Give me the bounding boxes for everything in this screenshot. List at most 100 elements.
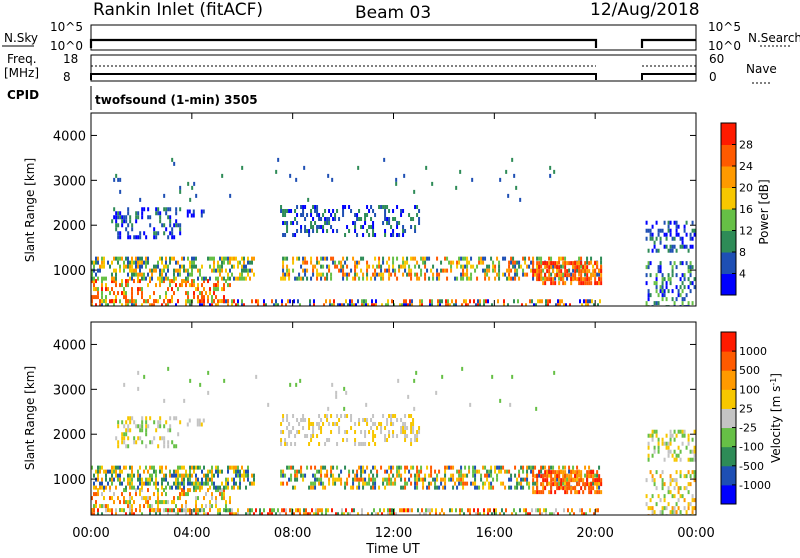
power-echo-cell xyxy=(436,268,439,273)
power-echo-cell xyxy=(165,295,167,300)
power-echo-cell xyxy=(181,283,183,288)
velocity-echo-cell xyxy=(406,481,409,486)
power-echo-cell xyxy=(492,268,495,273)
power-echo-cell xyxy=(349,299,351,304)
velocity-echo-cell xyxy=(502,465,505,470)
power-echo-cell xyxy=(169,279,171,284)
power-echo-cell xyxy=(299,303,301,306)
power-echo-cell xyxy=(558,273,561,278)
power-echo-cell xyxy=(552,269,555,274)
power-echo-cell xyxy=(229,276,231,281)
velocity-echo-cell xyxy=(343,386,346,391)
power-echo-cell xyxy=(309,303,311,306)
velocity-echo-cell xyxy=(558,474,561,479)
velocity-echo-cell xyxy=(135,424,138,429)
velocity-echo-cell xyxy=(657,445,660,450)
velocity-echo-cell xyxy=(444,473,447,478)
power-echo-cell xyxy=(213,291,215,296)
power-echo-cell xyxy=(675,224,678,229)
velocity-echo-cell xyxy=(495,512,497,515)
power-echo-cell xyxy=(185,303,187,306)
velocity-echo-cell xyxy=(520,465,523,470)
power-echo-cell xyxy=(645,273,648,278)
velocity-echo-cell xyxy=(336,422,339,427)
power-echo-cell xyxy=(139,279,141,284)
velocity-echo-cell xyxy=(431,508,433,513)
velocity-echo-cell xyxy=(299,378,302,383)
power-echo-cell xyxy=(574,265,577,270)
velocity-echo-cell xyxy=(231,485,233,490)
velocity-echo-cell xyxy=(548,470,551,475)
velocity-echo-cell xyxy=(183,485,185,490)
velocity-echo-cell xyxy=(362,477,365,482)
velocity-echo-cell xyxy=(145,428,148,433)
power-echo-cell xyxy=(141,264,143,269)
power-echo-cell xyxy=(195,193,198,198)
power-echo-cell xyxy=(436,272,439,277)
power-echo-cell xyxy=(243,268,245,273)
velocity-echo-cell xyxy=(149,477,151,482)
velocity-echo-cell xyxy=(282,481,285,486)
power-echo-cell xyxy=(175,268,177,273)
velocity-echo-cell xyxy=(474,485,477,490)
power-echo-cell xyxy=(522,256,525,261)
velocity-echo-cell xyxy=(167,440,170,445)
velocity-echo-cell xyxy=(372,414,375,419)
velocity-echo-cell xyxy=(233,512,235,515)
velocity-echo-cell xyxy=(316,477,319,482)
velocity-echo-cell xyxy=(280,430,283,435)
power-echo-cell xyxy=(590,273,593,278)
power-echo-cell xyxy=(125,227,128,232)
power-echo-cell xyxy=(113,299,115,304)
velocity-echo-cell xyxy=(125,512,127,515)
power-echo-cell xyxy=(157,231,160,236)
velocity-echo-cell xyxy=(157,481,159,486)
power-echo-cell xyxy=(111,260,113,265)
power-echo-cell xyxy=(352,276,355,281)
velocity-echo-cell xyxy=(386,469,389,474)
velocity-echo-cell xyxy=(586,474,589,479)
velocity-echo-cell xyxy=(490,469,493,474)
velocity-echo-cell xyxy=(416,481,419,486)
velocity-echo-cell xyxy=(133,440,136,445)
power-echo-cell xyxy=(390,233,393,238)
velocity-echo-cell xyxy=(312,422,315,427)
velocity-echo-cell xyxy=(372,481,375,486)
velocity-echo-cell xyxy=(372,430,375,435)
power-echo-cell xyxy=(155,264,157,269)
velocity-echo-cell xyxy=(596,470,599,475)
velocity-echo-cell xyxy=(294,477,297,482)
velocity-echo-cell xyxy=(525,512,527,515)
velocity-echo-cell xyxy=(324,473,327,478)
velocity-echo-cell xyxy=(125,465,127,470)
velocity-echo-cell xyxy=(685,474,688,479)
power-echo-cell xyxy=(388,276,391,281)
velocity-echo-cell xyxy=(553,512,555,515)
power-echo-cell xyxy=(671,273,674,278)
power-echo-cell xyxy=(221,276,223,281)
power-echo-cell xyxy=(141,276,143,281)
power-echo-cell xyxy=(237,276,239,281)
power-echo-cell xyxy=(135,211,138,216)
power-echo-cell xyxy=(342,276,345,281)
power-echo-cell xyxy=(562,272,565,277)
power-echo-cell xyxy=(681,261,684,266)
power-echo-cell xyxy=(165,227,168,232)
velocity-echo-cell xyxy=(227,481,229,486)
velocity-echo-cell xyxy=(420,477,423,482)
power-echo-cell xyxy=(241,299,243,304)
power-echo-cell xyxy=(199,268,201,273)
power-echo-cell xyxy=(462,264,465,269)
power-echo-cell xyxy=(421,299,423,304)
velocity-echo-cell xyxy=(406,434,409,439)
power-echo-cell xyxy=(147,207,150,212)
velocity-echo-cell xyxy=(179,508,181,513)
power-echo-cell xyxy=(400,209,403,214)
power-echo-cell xyxy=(213,268,215,273)
power-echo-cell xyxy=(653,301,656,306)
velocity-echo-cell xyxy=(464,465,467,470)
power-echo-cell xyxy=(225,268,227,273)
velocity-echo-cell xyxy=(444,485,447,490)
velocity-echo-cell xyxy=(461,366,464,371)
power-echo-cell xyxy=(151,272,153,277)
